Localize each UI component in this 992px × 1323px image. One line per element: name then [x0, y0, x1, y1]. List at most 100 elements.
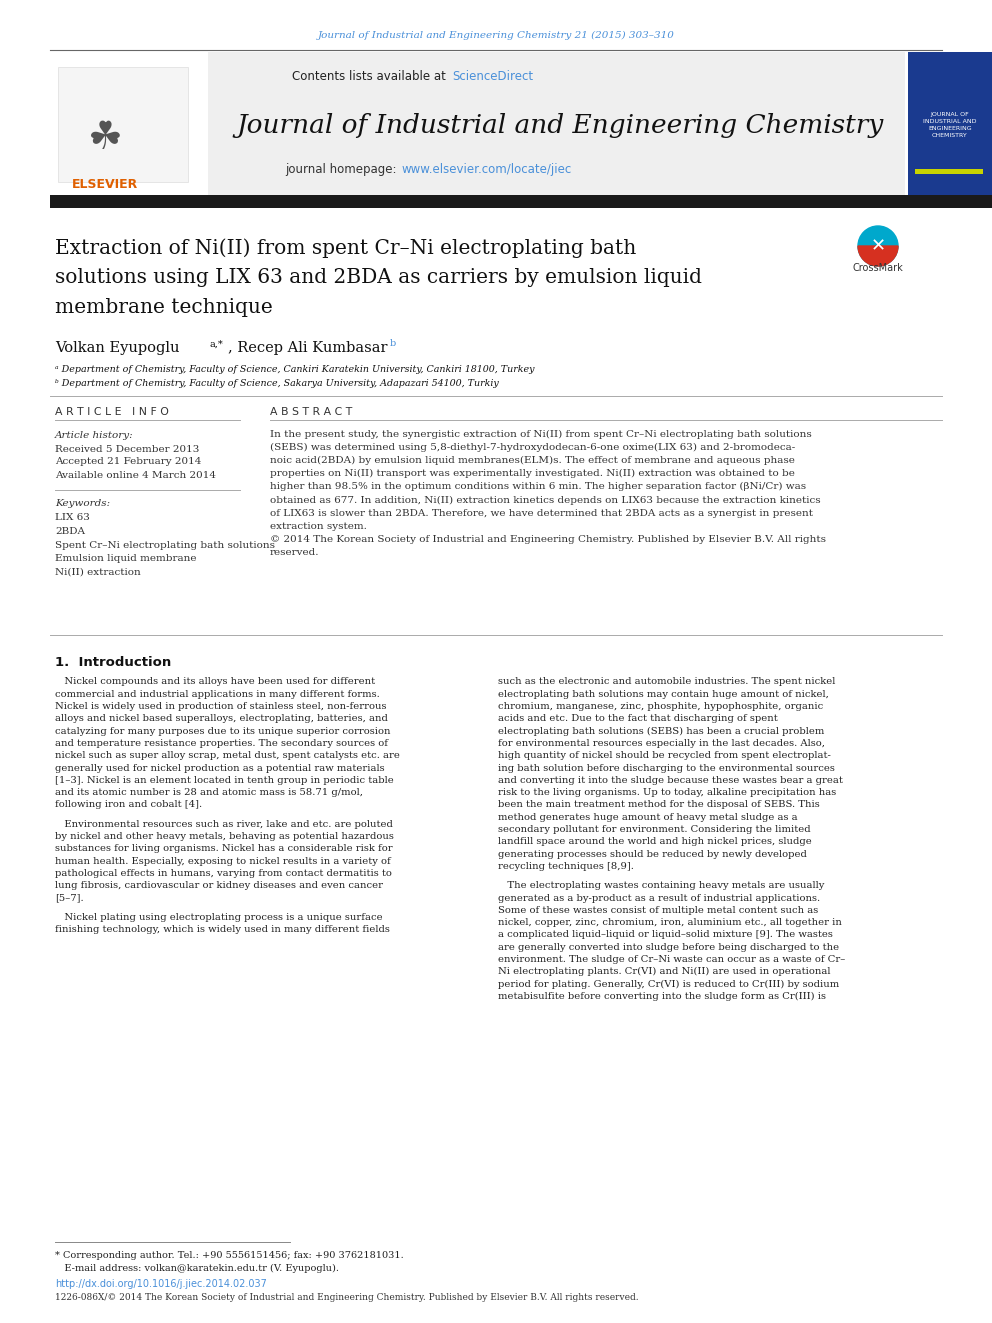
FancyBboxPatch shape [205, 52, 905, 194]
Text: ᵇ Department of Chemistry, Faculty of Science, Sakarya University, Adapazari 541: ᵇ Department of Chemistry, Faculty of Sc… [55, 378, 499, 388]
Text: JOURNAL OF
INDUSTRIAL AND
ENGINEERING
CHEMISTRY: JOURNAL OF INDUSTRIAL AND ENGINEERING CH… [924, 112, 977, 138]
Text: higher than 98.5% in the optimum conditions within 6 min. The higher separation : higher than 98.5% in the optimum conditi… [270, 483, 806, 491]
Text: a complicated liquid–liquid or liquid–solid mixture [9]. The wastes: a complicated liquid–liquid or liquid–so… [498, 930, 833, 939]
Text: Contents lists available at: Contents lists available at [293, 70, 450, 82]
Text: Ni electroplating plants. Cr(VI) and Ni(II) are used in operational: Ni electroplating plants. Cr(VI) and Ni(… [498, 967, 830, 976]
Text: (SEBS) was determined using 5,8-diethyl-7-hydroxydodecan-6-one oxime(LIX 63) and: (SEBS) was determined using 5,8-diethyl-… [270, 443, 796, 451]
Text: © 2014 The Korean Society of Industrial and Engineering Chemistry. Published by : © 2014 The Korean Society of Industrial … [270, 534, 826, 544]
Text: following iron and cobalt [4].: following iron and cobalt [4]. [55, 800, 202, 810]
Text: alloys and nickel based superalloys, electroplating, batteries, and: alloys and nickel based superalloys, ele… [55, 714, 388, 724]
Text: In the present study, the synergistic extraction of Ni(II) from spent Cr–Ni elec: In the present study, the synergistic ex… [270, 430, 811, 438]
Text: generating processes should be reduced by newly developed: generating processes should be reduced b… [498, 849, 806, 859]
Text: Some of these wastes consist of multiple metal content such as: Some of these wastes consist of multiple… [498, 906, 818, 916]
Text: nickel such as super alloy scrap, metal dust, spent catalysts etc. are: nickel such as super alloy scrap, metal … [55, 751, 400, 761]
FancyBboxPatch shape [58, 67, 188, 183]
Text: electroplating bath solutions may contain huge amount of nickel,: electroplating bath solutions may contai… [498, 689, 829, 699]
Text: landfill space around the world and high nickel prices, sludge: landfill space around the world and high… [498, 837, 811, 847]
Text: Ni(II) extraction: Ni(II) extraction [55, 568, 141, 577]
Text: environment. The sludge of Cr–Ni waste can occur as a waste of Cr–: environment. The sludge of Cr–Ni waste c… [498, 955, 845, 964]
Text: Article history:: Article history: [55, 430, 134, 439]
Text: E-mail address: volkan@karatekin.edu.tr (V. Eyupoglu).: E-mail address: volkan@karatekin.edu.tr … [55, 1263, 339, 1273]
Text: noic acid(2BDA) by emulsion liquid membranes(ELM)s. The effect of membrane and a: noic acid(2BDA) by emulsion liquid membr… [270, 456, 795, 464]
Text: A R T I C L E   I N F O: A R T I C L E I N F O [55, 407, 169, 417]
Text: Extraction of Ni(II) from spent Cr–Ni electroplating bath: Extraction of Ni(II) from spent Cr–Ni el… [55, 238, 636, 258]
Text: CrossMark: CrossMark [853, 263, 904, 273]
Text: ScienceDirect: ScienceDirect [452, 70, 533, 82]
Text: and converting it into the sludge because these wastes bear a great: and converting it into the sludge becaus… [498, 775, 843, 785]
Text: ELSEVIER: ELSEVIER [71, 179, 138, 192]
Text: Environmental resources such as river, lake and etc. are poluted: Environmental resources such as river, l… [55, 820, 393, 828]
Text: generated as a by-product as a result of industrial applications.: generated as a by-product as a result of… [498, 893, 820, 902]
Text: acids and etc. Due to the fact that discharging of spent: acids and etc. Due to the fact that disc… [498, 714, 778, 724]
Text: a,*: a,* [210, 340, 224, 348]
Circle shape [858, 226, 898, 266]
Text: risk to the living organisms. Up to today, alkaline precipitation has: risk to the living organisms. Up to toda… [498, 789, 836, 798]
Text: ✕: ✕ [870, 237, 886, 255]
Text: generally used for nickel production as a potential raw materials: generally used for nickel production as … [55, 763, 385, 773]
Text: recycling techniques [8,9].: recycling techniques [8,9]. [498, 863, 634, 871]
Text: http://dx.doi.org/10.1016/j.jiec.2014.02.037: http://dx.doi.org/10.1016/j.jiec.2014.02… [55, 1279, 267, 1289]
Text: Received 5 December 2013: Received 5 December 2013 [55, 445, 199, 454]
Text: 1226-086X/© 2014 The Korean Society of Industrial and Engineering Chemistry. Pub: 1226-086X/© 2014 The Korean Society of I… [55, 1294, 639, 1303]
Text: * Corresponding author. Tel.: +90 5556151456; fax: +90 3762181031.: * Corresponding author. Tel.: +90 555615… [55, 1250, 404, 1259]
Text: b: b [390, 340, 396, 348]
Text: been the main treatment method for the disposal of SEBS. This: been the main treatment method for the d… [498, 800, 819, 810]
Text: , Recep Ali Kumbasar: , Recep Ali Kumbasar [228, 341, 388, 355]
Text: pathological effects in humans, varying from contact dermatitis to: pathological effects in humans, varying … [55, 869, 392, 878]
Text: finishing technology, which is widely used in many different fields: finishing technology, which is widely us… [55, 925, 390, 934]
Text: substances for living organisms. Nickel has a considerable risk for: substances for living organisms. Nickel … [55, 844, 393, 853]
Text: secondary pollutant for environment. Considering the limited: secondary pollutant for environment. Con… [498, 826, 810, 833]
Text: extraction system.: extraction system. [270, 521, 367, 531]
Text: Spent Cr–Ni electroplating bath solutions: Spent Cr–Ni electroplating bath solution… [55, 541, 275, 549]
Text: [5–7].: [5–7]. [55, 893, 83, 902]
Text: lung fibrosis, cardiovascular or kidney diseases and even cancer: lung fibrosis, cardiovascular or kidney … [55, 881, 383, 890]
Text: LIX 63: LIX 63 [55, 513, 90, 523]
Text: www.elsevier.com/locate/jiec: www.elsevier.com/locate/jiec [402, 164, 572, 176]
Text: such as the electronic and automobile industries. The spent nickel: such as the electronic and automobile in… [498, 677, 835, 687]
Text: chromium, manganese, zinc, phosphite, hypophosphite, organic: chromium, manganese, zinc, phosphite, hy… [498, 703, 823, 710]
Text: commercial and industrial applications in many different forms.: commercial and industrial applications i… [55, 689, 380, 699]
Text: of LIX63 is slower than 2BDA. Therefore, we have determined that 2BDA acts as a : of LIX63 is slower than 2BDA. Therefore,… [270, 509, 813, 517]
Text: method generates huge amount of heavy metal sludge as a: method generates huge amount of heavy me… [498, 812, 798, 822]
Text: and its atomic number is 28 and atomic mass is 58.71 g/mol,: and its atomic number is 28 and atomic m… [55, 789, 363, 798]
Text: Journal of Industrial and Engineering Chemistry: Journal of Industrial and Engineering Ch… [236, 112, 884, 138]
Text: human health. Especially, exposing to nickel results in a variety of: human health. Especially, exposing to ni… [55, 857, 391, 865]
Text: catalyzing for many purposes due to its unique superior corrosion: catalyzing for many purposes due to its … [55, 726, 391, 736]
Text: Nickel plating using electroplating process is a unique surface: Nickel plating using electroplating proc… [55, 913, 383, 922]
Text: Accepted 21 February 2014: Accepted 21 February 2014 [55, 458, 201, 467]
Text: Keywords:: Keywords: [55, 500, 110, 508]
Text: and temperature resistance properties. The secondary sources of: and temperature resistance properties. T… [55, 740, 388, 747]
Text: [1–3]. Nickel is an element located in tenth group in periodic table: [1–3]. Nickel is an element located in t… [55, 775, 394, 785]
Text: are generally converted into sludge before being discharged to the: are generally converted into sludge befo… [498, 943, 839, 951]
Text: 1.  Introduction: 1. Introduction [55, 655, 172, 668]
Text: ᵃ Department of Chemistry, Faculty of Science, Cankiri Karatekin University, Can: ᵃ Department of Chemistry, Faculty of Sc… [55, 365, 535, 374]
Text: The electroplating wastes containing heavy metals are usually: The electroplating wastes containing hea… [498, 881, 824, 890]
FancyBboxPatch shape [50, 52, 208, 194]
Text: Nickel compounds and its alloys have been used for different: Nickel compounds and its alloys have bee… [55, 677, 375, 687]
Text: nickel, copper, zinc, chromium, iron, aluminium etc., all together in: nickel, copper, zinc, chromium, iron, al… [498, 918, 842, 927]
FancyBboxPatch shape [50, 194, 992, 208]
Text: reserved.: reserved. [270, 548, 319, 557]
Text: for environmental resources especially in the last decades. Also,: for environmental resources especially i… [498, 740, 825, 747]
Text: metabisulfite before converting into the sludge form as Cr(III) is: metabisulfite before converting into the… [498, 992, 826, 1002]
Text: by nickel and other heavy metals, behaving as potential hazardous: by nickel and other heavy metals, behavi… [55, 832, 394, 841]
Text: high quantity of nickel should be recycled from spent electroplat-: high quantity of nickel should be recycl… [498, 751, 831, 761]
Text: A B S T R A C T: A B S T R A C T [270, 407, 352, 417]
Text: Available online 4 March 2014: Available online 4 March 2014 [55, 471, 216, 479]
Text: Journal of Industrial and Engineering Chemistry 21 (2015) 303–310: Journal of Industrial and Engineering Ch… [317, 30, 675, 40]
Text: Volkan Eyupoglu: Volkan Eyupoglu [55, 341, 180, 355]
Text: period for plating. Generally, Cr(VI) is reduced to Cr(III) by sodium: period for plating. Generally, Cr(VI) is… [498, 979, 839, 988]
Text: Emulsion liquid membrane: Emulsion liquid membrane [55, 554, 196, 564]
Text: 2BDA: 2BDA [55, 527, 85, 536]
Text: journal homepage:: journal homepage: [285, 164, 400, 176]
Text: Nickel is widely used in production of stainless steel, non-ferrous: Nickel is widely used in production of s… [55, 703, 387, 710]
Text: obtained as 677. In addition, Ni(II) extraction kinetics depends on LIX63 becaus: obtained as 677. In addition, Ni(II) ext… [270, 495, 820, 504]
FancyBboxPatch shape [915, 169, 983, 175]
Text: ☘: ☘ [87, 119, 122, 157]
FancyBboxPatch shape [908, 52, 992, 194]
Text: membrane technique: membrane technique [55, 298, 273, 318]
Text: electroplating bath solutions (SEBS) has been a crucial problem: electroplating bath solutions (SEBS) has… [498, 726, 824, 736]
Text: properties on Ni(II) transport was experimentally investigated. Ni(II) extractio: properties on Ni(II) transport was exper… [270, 470, 795, 478]
Text: ing bath solution before discharging to the environmental sources: ing bath solution before discharging to … [498, 763, 835, 773]
Text: solutions using LIX 63 and 2BDA as carriers by emulsion liquid: solutions using LIX 63 and 2BDA as carri… [55, 269, 702, 287]
